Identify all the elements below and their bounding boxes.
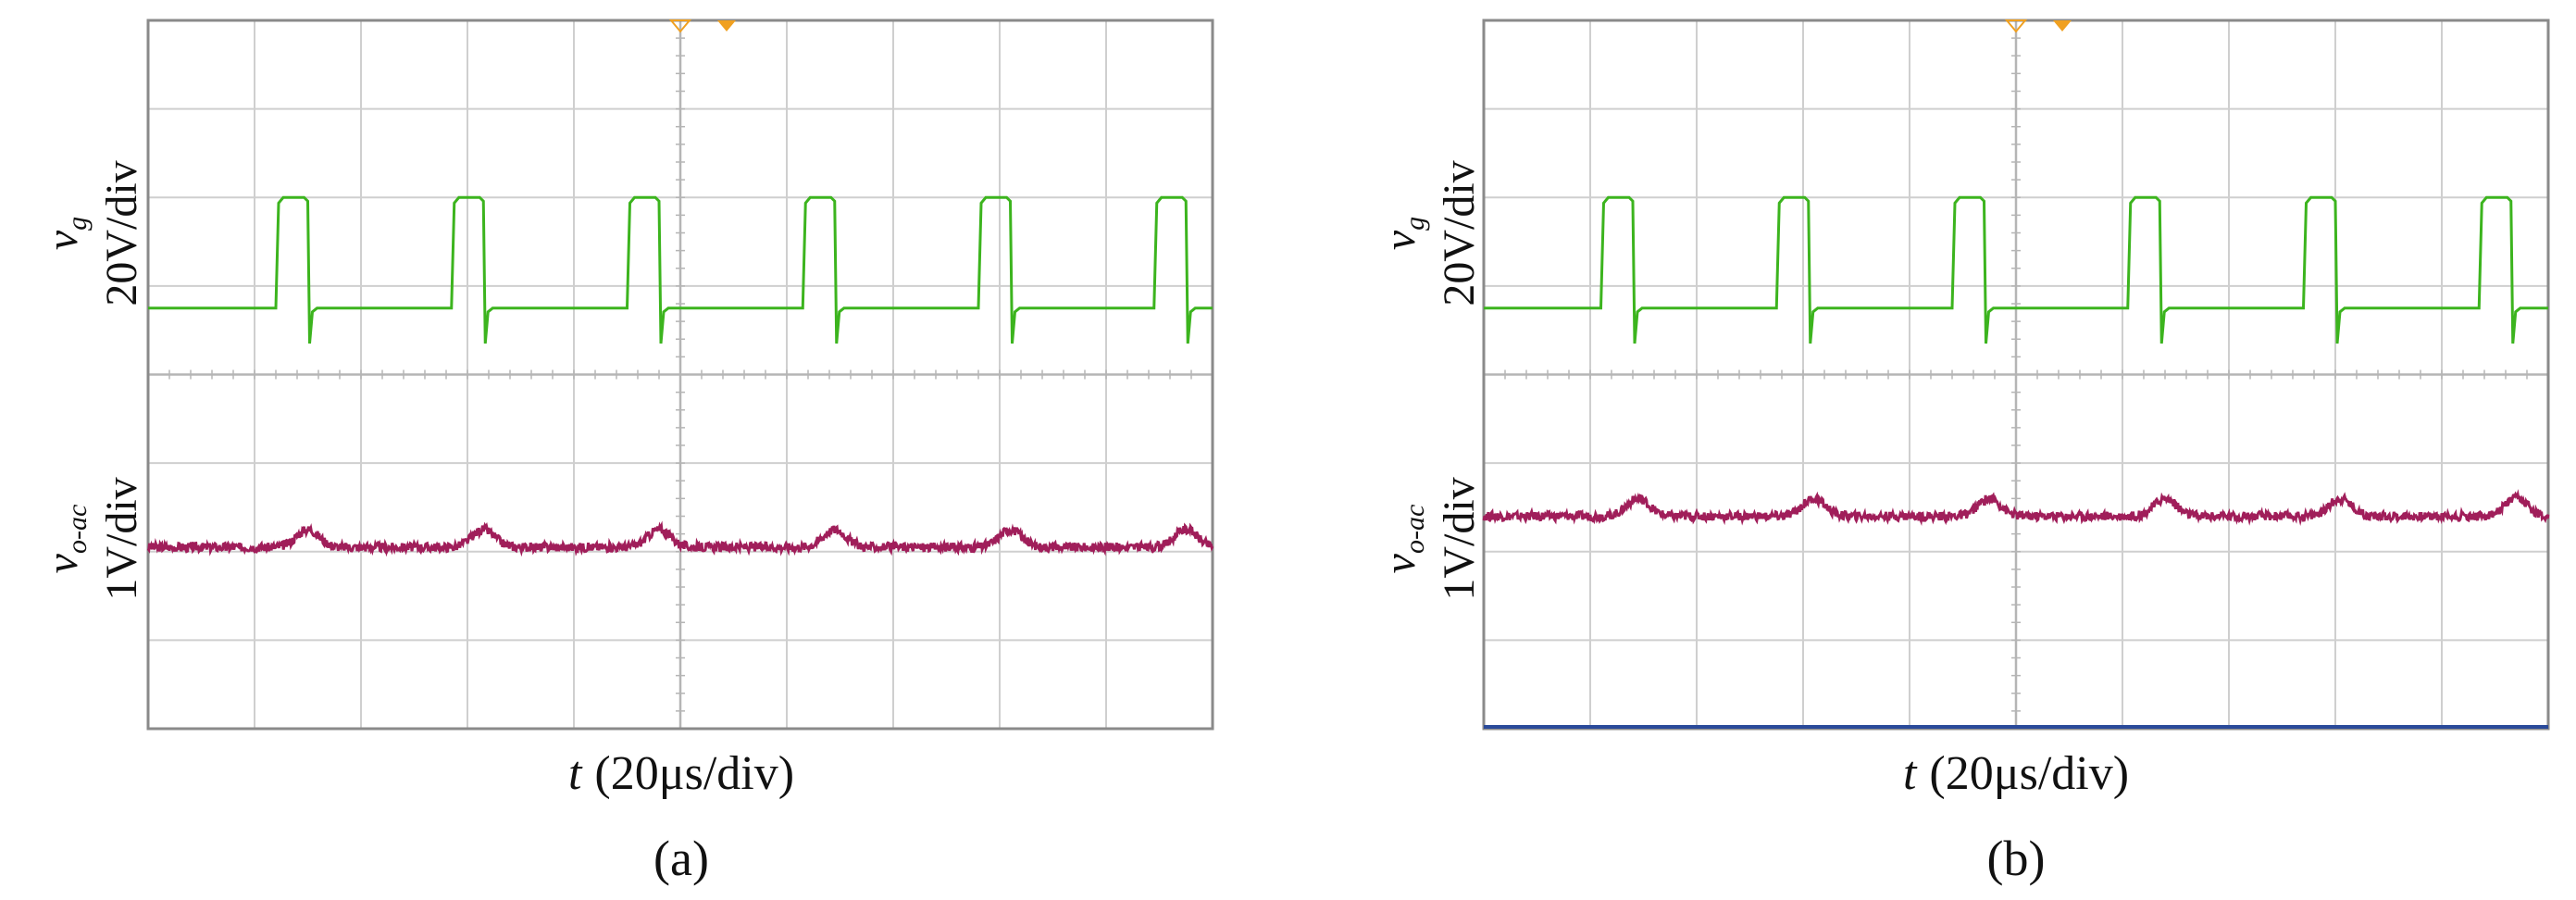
ylabel-vg-a: vg 20V/div <box>38 160 146 306</box>
panel-label-b: (b) <box>1987 831 2046 886</box>
xlabel-a-var: t <box>568 747 583 800</box>
ylabel-vo-var-b-sub: o-ac <box>1400 505 1430 554</box>
series-vo-ac-b <box>1482 489 2550 526</box>
ylabel-vg-var-b-main: v <box>1375 230 1425 250</box>
ylabel-vo-var-b-main: v <box>1375 553 1425 573</box>
ylabel-vo-scale-b: 1V/div <box>1435 477 1484 600</box>
panel-a <box>146 19 1214 731</box>
xlabel-b: t (20μs/div) <box>1903 747 2129 800</box>
ylabel-vg-scale-a: 20V/div <box>97 160 146 306</box>
xlabel-b-scale: (20μs/div) <box>1929 747 2129 800</box>
ylabel-vo-var-b: vo-ac <box>1375 505 1430 574</box>
scope-screen-b <box>1482 19 2550 731</box>
ylabel-vo-scale-a: 1V/div <box>97 477 146 600</box>
ylabel-vo-var-a-sub: o-ac <box>62 505 93 554</box>
series-vo-ac-a <box>146 520 1214 557</box>
ylabel-vg-var-a: vg <box>38 217 93 250</box>
ylabel-vg-var-b: vg <box>1375 217 1430 250</box>
panel-label-a: (a) <box>653 831 709 886</box>
series-vg-a <box>148 195 1213 344</box>
xlabel-a: t (20μs/div) <box>568 747 794 800</box>
scope-screen-a <box>146 19 1214 731</box>
xlabel-b-var: t <box>1903 747 1918 800</box>
trigger-marker-hollow-b <box>2004 19 2028 33</box>
ylabel-vo-b: vo-ac 1V/div <box>1375 477 1484 600</box>
trigger-marker-b <box>2053 20 2072 31</box>
ylabel-vg-scale-b: 20V/div <box>1435 160 1484 306</box>
panel-b <box>1482 19 2550 731</box>
trigger-marker-hollow-a <box>668 19 692 33</box>
ylabel-vo-var-a-main: v <box>38 553 87 573</box>
ylabel-vo-a: vo-ac 1V/div <box>38 477 146 600</box>
ylabel-vo-var-a: vo-ac <box>38 505 93 574</box>
ylabel-vg-b: vg 20V/div <box>1375 160 1484 306</box>
ylabel-vg-var-a-main: v <box>38 230 87 250</box>
ylabel-vg-var-b-sub: g <box>1400 217 1430 231</box>
ylabel-vg-var-a-sub: g <box>62 217 93 231</box>
trigger-marker-a <box>717 20 736 31</box>
xlabel-a-scale: (20μs/div) <box>594 747 794 800</box>
series-vg-b <box>1484 195 2548 344</box>
